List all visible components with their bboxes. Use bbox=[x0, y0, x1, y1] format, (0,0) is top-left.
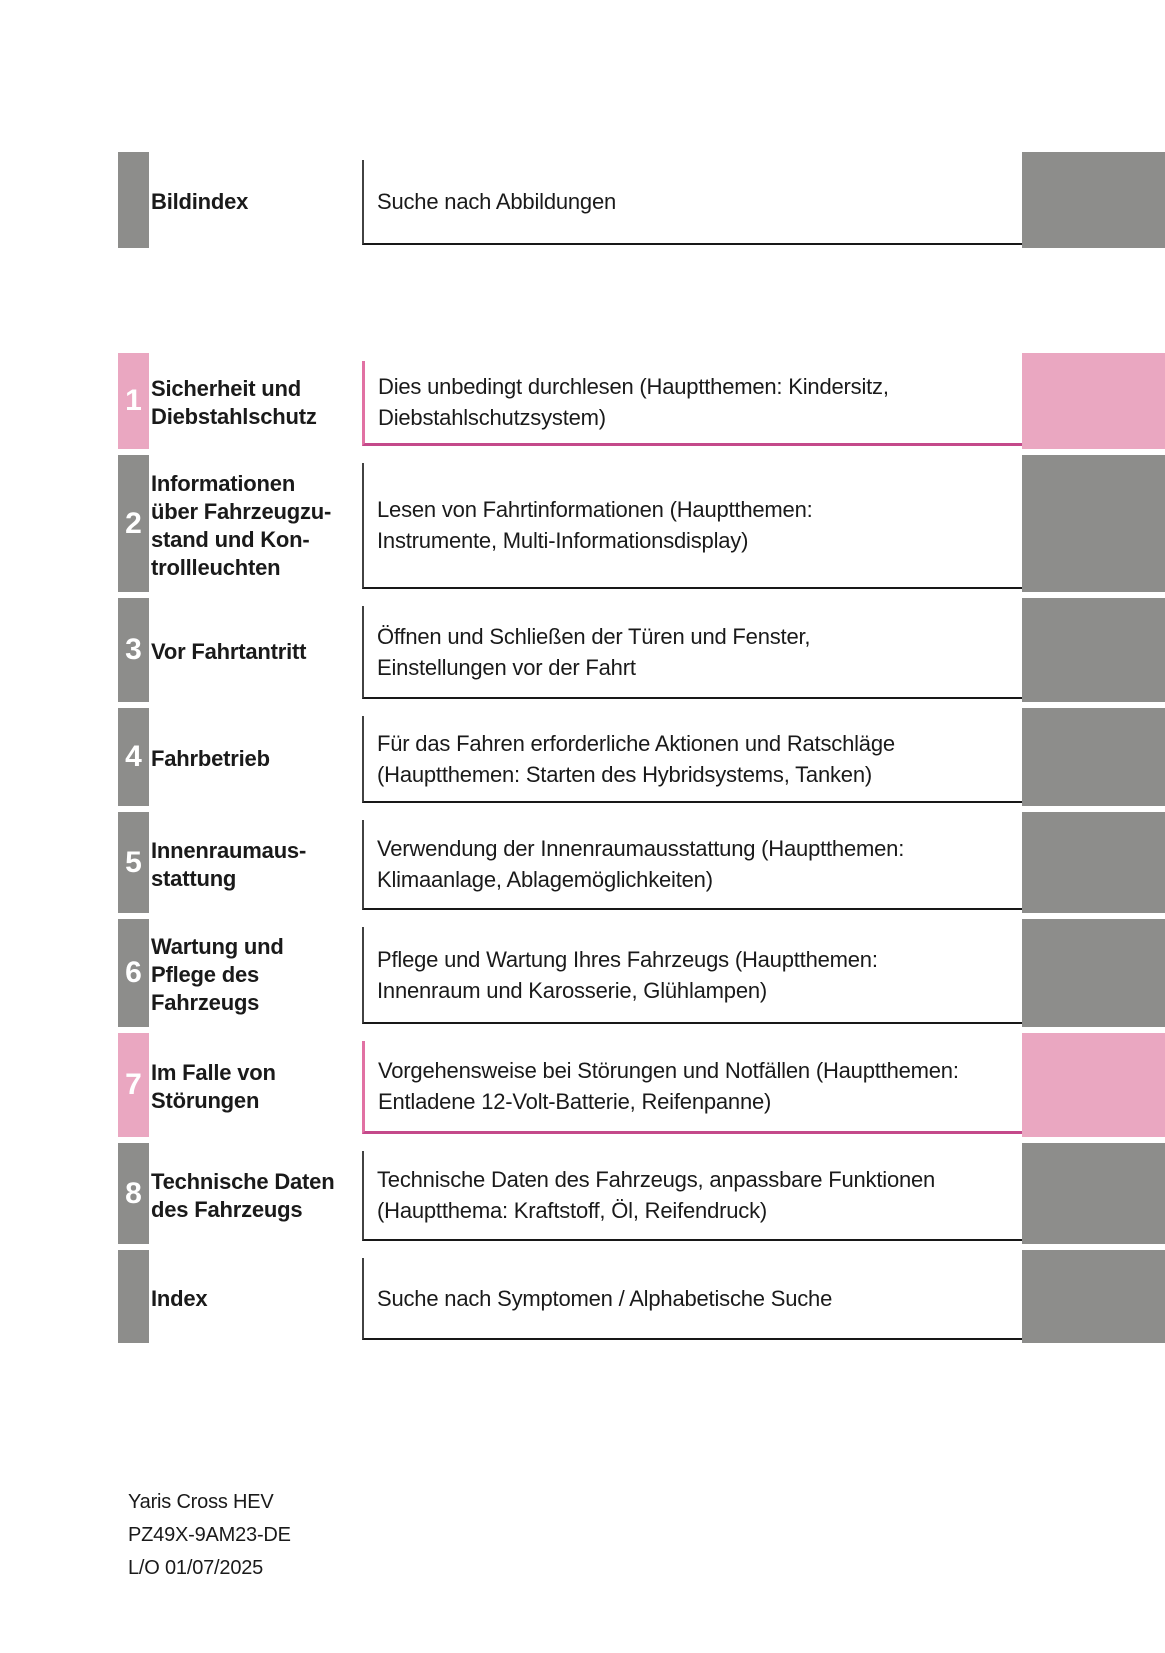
part-number: PZ49X-9AM23-DE bbox=[128, 1524, 291, 1546]
chapter-number: 7 bbox=[125, 1068, 142, 1101]
chapter-description: Suche nach Symptomen / Alphabetische Suc… bbox=[362, 1258, 1022, 1340]
thumb-index-block bbox=[1022, 1250, 1165, 1343]
thumb-index-block bbox=[1022, 455, 1165, 592]
chapter-description: Dies unbedingt durchlesen (Hauptthemen: … bbox=[362, 361, 1022, 446]
chapter-title: Vor Fahrtantritt bbox=[151, 639, 307, 664]
thumb-index-block bbox=[1022, 1033, 1165, 1137]
chapter-tab: 7 bbox=[118, 1033, 149, 1137]
chapter-number: 2 bbox=[125, 506, 142, 540]
chapter-number: 5 bbox=[125, 845, 142, 879]
chapter-title: Im Falle von Störungen bbox=[151, 1060, 276, 1113]
chapter-title: Fahrbetrieb bbox=[151, 746, 270, 771]
chapter-number: 4 bbox=[125, 740, 142, 773]
publication-footer: Yaris Cross HEV PZ49X-9AM23-DE L/O 01/07… bbox=[128, 1486, 1165, 1585]
chapter-description: Verwendung der Innenraumausstattung (Hau… bbox=[362, 820, 1022, 910]
toc-row-index[interactable]: Index Suche nach Symptomen / Alphabetisc… bbox=[118, 1250, 1165, 1343]
toc-row-chapter-1[interactable]: 1 Sicherheit und Diebstahlschutz Dies un… bbox=[118, 353, 1165, 449]
chapter-tab: 1 bbox=[118, 353, 149, 449]
toc-row-chapter-6[interactable]: 6 Wartung und Pflege des Fahrzeugs Pfleg… bbox=[118, 919, 1165, 1027]
toc-row-chapter-7[interactable]: 7 Im Falle von Störungen Vorgehensweise … bbox=[118, 1033, 1165, 1137]
chapter-tab: 2 bbox=[118, 455, 149, 592]
chapter-number: 6 bbox=[125, 956, 142, 989]
chapter-title: Innenraumaus- stattung bbox=[151, 837, 307, 891]
chapter-tab: 3 bbox=[118, 598, 149, 702]
chapter-number: 1 bbox=[125, 384, 142, 417]
thumb-index-block bbox=[1022, 812, 1165, 913]
thumb-index-block bbox=[1022, 1143, 1165, 1244]
chapter-description: Pflege und Wartung Ihres Fahrzeugs (Haup… bbox=[362, 927, 1022, 1024]
chapter-tab: 6 bbox=[118, 919, 149, 1027]
chapter-description: Lesen von Fahrtinformationen (Haupttheme… bbox=[362, 463, 1022, 589]
chapter-tab bbox=[118, 1250, 149, 1343]
toc-row-chapter-2[interactable]: 2 Informationen über Fahrzeugzu- stand u… bbox=[118, 455, 1165, 592]
toc-row-bildindex[interactable]: Bildindex Suche nach Abbildungen bbox=[118, 152, 1165, 248]
chapter-description: Technische Daten des Fahrzeugs, anpassba… bbox=[362, 1151, 1022, 1241]
thumb-index-block bbox=[1022, 152, 1165, 248]
chapter-description: Vorgehensweise bei Störungen und Notfäll… bbox=[362, 1041, 1022, 1134]
toc-row-chapter-5[interactable]: 5 Innenraumaus- stattung Verwendung der … bbox=[118, 812, 1165, 913]
model-name: Yaris Cross HEV bbox=[128, 1491, 274, 1513]
thumb-index-block bbox=[1022, 919, 1165, 1027]
toc-row-chapter-8[interactable]: 8 Technische Daten des Fahrzeugs Technis… bbox=[118, 1143, 1165, 1244]
thumb-index-block bbox=[1022, 353, 1165, 449]
chapter-title: Bildindex bbox=[151, 189, 249, 214]
chapter-tab: 8 bbox=[118, 1143, 149, 1244]
thumb-index-block bbox=[1022, 598, 1165, 702]
toc-row-chapter-4[interactable]: 4 Fahrbetrieb Für das Fahren erforderlic… bbox=[118, 708, 1165, 806]
chapter-title: Index bbox=[151, 1285, 208, 1311]
chapter-description: Für das Fahren erforderliche Aktionen un… bbox=[362, 716, 1022, 803]
chapter-title: Sicherheit und Diebstahlschutz bbox=[151, 376, 317, 429]
chapter-number: 8 bbox=[125, 1176, 142, 1210]
chapter-tab bbox=[118, 152, 149, 248]
chapter-description: Suche nach Abbildungen bbox=[362, 160, 1022, 245]
chapter-title: Technische Daten des Fahrzeugs bbox=[151, 1168, 335, 1222]
chapter-number: 3 bbox=[125, 633, 142, 666]
chapter-description: Öffnen und Schließen der Türen und Fenst… bbox=[362, 606, 1022, 699]
toc-row-chapter-3[interactable]: 3 Vor Fahrtantritt Öffnen und Schließen … bbox=[118, 598, 1165, 702]
thumb-index-block bbox=[1022, 708, 1165, 806]
chapter-tab: 5 bbox=[118, 812, 149, 913]
table-of-contents: Bildindex Suche nach Abbildungen 1 Siche… bbox=[118, 152, 1165, 1343]
chapter-tab: 4 bbox=[118, 708, 149, 806]
chapter-title: Wartung und Pflege des Fahrzeugs bbox=[151, 934, 284, 1015]
layout-date: L/O 01/07/2025 bbox=[128, 1557, 264, 1579]
chapter-title: Informationen über Fahrzeugzu- stand und… bbox=[151, 470, 332, 580]
